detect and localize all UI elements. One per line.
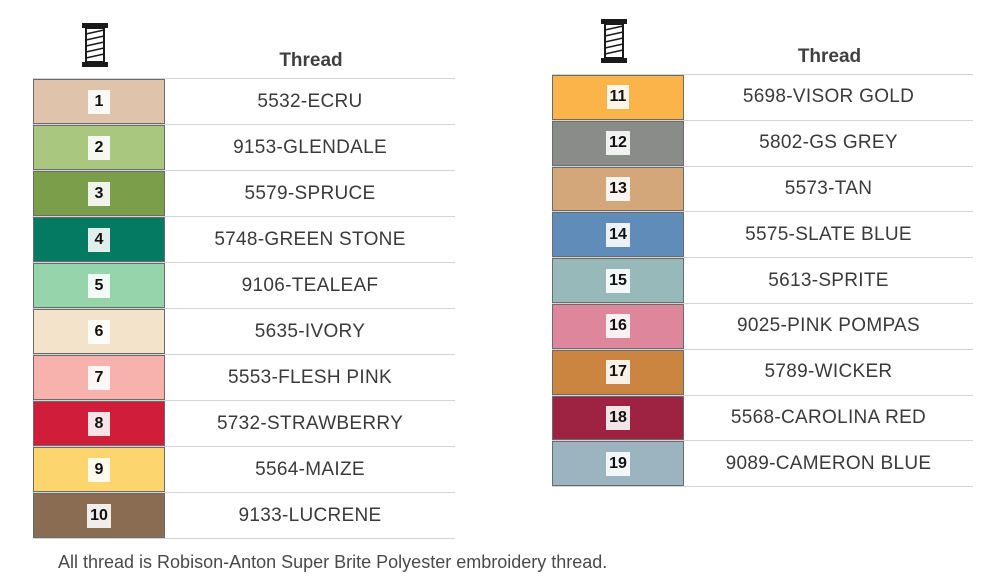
- thread-number: 16: [606, 314, 630, 339]
- thread-number: 2: [88, 135, 110, 160]
- thread-name: 5789-WICKER: [764, 361, 893, 383]
- thread-name: 9106-TEALEAF: [241, 274, 379, 296]
- thread-name: 9089-CAMERON BLUE: [725, 452, 932, 474]
- thread-list-left: 1 5532-ECRU 2 9153-GLENDALE 3 5579-SPRUCE 4 574…: [33, 78, 455, 539]
- thread-row: 1 5532-ECRU: [33, 78, 455, 125]
- color-swatch: 6: [33, 309, 165, 354]
- color-swatch: 13: [552, 166, 684, 212]
- thread-row: 4 5748-GREEN STONE: [33, 217, 455, 263]
- thread-number: 18: [606, 405, 630, 430]
- table-header: Thread: [33, 20, 455, 78]
- thread-row: 3 5579-SPRUCE: [33, 171, 455, 217]
- thread-number: 5: [88, 273, 110, 298]
- thread-name: 5748-GREEN STONE: [214, 228, 406, 250]
- thread-name: 5732-STRAWBERRY: [216, 412, 404, 434]
- thread-number: 8: [88, 411, 110, 436]
- thread-column-header: Thread: [279, 50, 343, 71]
- thread-row: 14 5575-SLATE BLUE: [552, 212, 973, 259]
- thread-name: 5698-VISOR GOLD: [742, 86, 915, 108]
- thread-column-header: Thread: [797, 46, 862, 67]
- thread-name: 5568-CAROLINA RED: [730, 406, 927, 428]
- thread-number: 17: [606, 360, 630, 385]
- thread-row: 15 5613-SPRITE: [552, 258, 973, 304]
- color-swatch: 9: [33, 447, 165, 492]
- thread-name: 5553-FLESH PINK: [228, 366, 392, 388]
- footer-note: All thread is Robison-Anton Super Brite …: [58, 552, 608, 572]
- thread-row: 6 5635-IVORY: [33, 309, 455, 355]
- thread-row: 16 9025-PINK POMPAS: [552, 303, 973, 350]
- thread-name: 5635-IVORY: [254, 320, 366, 342]
- thread-name: 9153-GLENDALE: [233, 136, 387, 158]
- thread-number: 19: [606, 451, 630, 476]
- thread-number: 4: [88, 227, 110, 252]
- thread-table-left: Thread 1 5532-ECRU 2 9153-GLENDALE 3 5579-SPR…: [33, 20, 455, 539]
- thread-row: 9 5564-MAIZE: [33, 447, 455, 493]
- color-swatch: 3: [33, 171, 165, 216]
- color-swatch: 14: [552, 212, 684, 258]
- thread-number: 1: [88, 89, 110, 114]
- table-header: Thread: [552, 16, 973, 74]
- thread-row: 11 5698-VISOR GOLD: [552, 74, 973, 121]
- color-swatch: 7: [33, 355, 165, 400]
- thread-number: 12: [606, 131, 630, 156]
- thread-row: 19 9089-CAMERON BLUE: [552, 441, 973, 488]
- thread-row: 8 5732-STRAWBERRY: [33, 401, 455, 447]
- thread-number: 14: [606, 222, 630, 247]
- color-swatch: 10: [33, 493, 165, 538]
- thread-name: 5575-SLATE BLUE: [745, 223, 912, 245]
- thread-name: 9025-PINK POMPAS: [737, 315, 920, 337]
- thread-name: 5613-SPRITE: [768, 269, 889, 291]
- color-swatch: 12: [552, 120, 684, 166]
- color-swatch: 4: [33, 217, 165, 262]
- color-swatch: 8: [33, 401, 165, 446]
- thread-row: 5 9106-TEALEAF: [33, 263, 455, 309]
- color-swatch: 17: [552, 349, 684, 395]
- thread-name: 5564-MAIZE: [255, 458, 365, 480]
- color-swatch: 18: [552, 395, 684, 441]
- thread-name: 5802-GS GREY: [759, 132, 898, 154]
- thread-row: 2 9153-GLENDALE: [33, 125, 455, 171]
- thread-row: 12 5802-GS GREY: [552, 120, 973, 167]
- thread-number: 9: [88, 457, 110, 482]
- thread-number: 11: [606, 85, 630, 110]
- color-swatch: 11: [552, 75, 684, 120]
- color-swatch: 5: [33, 263, 165, 308]
- thread-name: 9133-LUCRENE: [238, 504, 382, 526]
- thread-name: 5573-TAN: [784, 177, 873, 199]
- thread-name: 5532-ECRU: [257, 90, 363, 112]
- thread-row: 18 5568-CAROLINA RED: [552, 395, 973, 442]
- color-swatch: 16: [552, 303, 684, 349]
- thread-row: 13 5573-TAN: [552, 166, 973, 213]
- thread-row: 7 5553-FLESH PINK: [33, 355, 455, 401]
- thread-name: 5579-SPRUCE: [244, 182, 376, 204]
- thread-row: 17 5789-WICKER: [552, 349, 973, 396]
- color-swatch: 1: [33, 79, 165, 124]
- thread-number: 6: [88, 319, 110, 344]
- thread-number: 3: [88, 181, 110, 206]
- thread-spool-icon: [82, 23, 108, 67]
- thread-number: 10: [87, 503, 111, 528]
- thread-number: 7: [88, 365, 110, 390]
- thread-spool-icon: [601, 19, 627, 63]
- color-swatch: 19: [552, 441, 684, 487]
- color-swatch: 2: [33, 125, 165, 170]
- thread-number: 15: [606, 268, 630, 293]
- thread-number: 13: [606, 176, 630, 201]
- thread-list-right: 11 5698-VISOR GOLD 12 5802-GS GREY 13 5573-TA…: [552, 74, 973, 488]
- thread-table-right: Thread 11 5698-VISOR GOLD 12 5802-GS GREY 13…: [552, 16, 973, 488]
- thread-row: 10 9133-LUCRENE: [33, 493, 455, 539]
- color-swatch: 15: [552, 258, 684, 303]
